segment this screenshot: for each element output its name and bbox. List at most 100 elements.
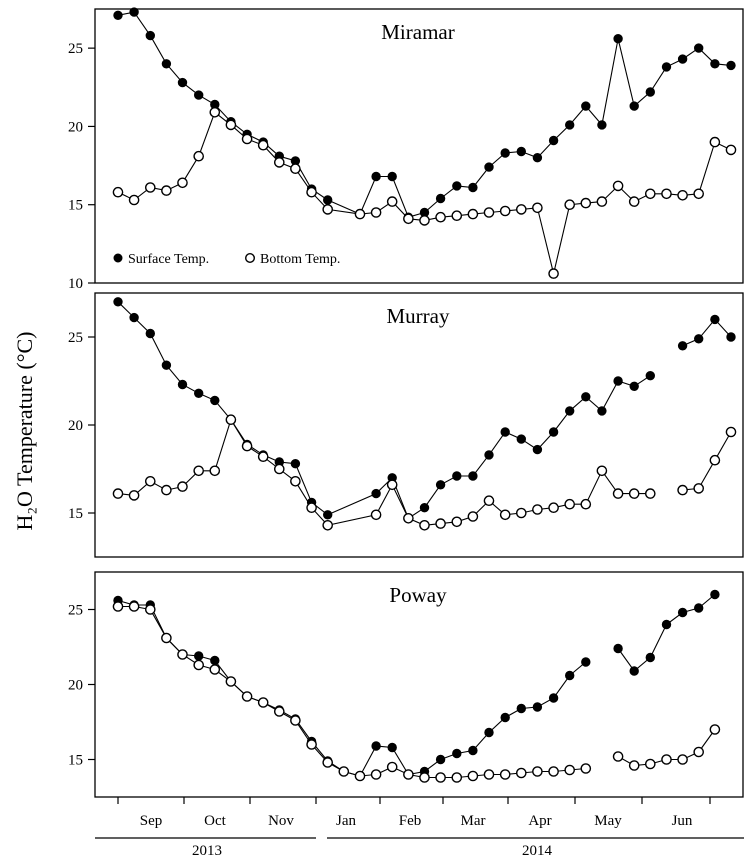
surface-point [435,193,446,204]
bottom-temp-series [112,601,721,783]
bottom-point [290,715,301,726]
bottom-point [645,758,656,770]
surface-point [565,406,575,416]
bottom-point [322,757,334,768]
y-tick-label: 20 [68,418,83,434]
bottom-point [645,488,656,499]
bottom-point [354,770,366,782]
panel-murray: 15 20 25 Murray [68,292,744,558]
surface-point [532,153,543,163]
bottom-temp-series [112,107,737,279]
series-line [117,111,732,274]
surface-point [371,741,381,751]
bottom-point [112,601,124,612]
surface-point [597,406,607,416]
bottom-point [273,706,285,717]
x-tick-label: Oct [204,813,226,829]
bottom-point [386,196,398,207]
x-tick-label: Apr [528,813,551,829]
surface-point [435,754,446,765]
surface-point [629,666,639,676]
surface-point [710,314,720,325]
bottom-point [548,766,559,777]
bottom-point [193,465,204,477]
bottom-point [386,761,398,773]
bottom-point [193,659,204,671]
bottom-point [677,484,688,496]
bottom-point [177,649,188,660]
surface-point [113,297,123,307]
legend: Surface Temp. Bottom Temp. [113,252,340,267]
surface-point [468,745,478,756]
bottom-point [306,739,317,750]
bottom-point [435,772,446,783]
legend-bottom-label: Bottom Temp. [260,252,340,267]
surface-point [694,43,704,53]
bottom-point [661,188,672,200]
surface-point [629,101,639,111]
bottom-point [580,498,592,510]
bottom-point [499,509,511,521]
surface-point [516,703,526,714]
bottom-point [532,202,543,214]
surface-temp-series [113,7,736,222]
bottom-point [128,490,140,501]
bottom-point [693,483,705,494]
surface-point [677,54,688,64]
surface-point [548,427,559,437]
bottom-point [645,188,656,200]
series-line [117,599,587,777]
year-label: 2014 [522,843,553,857]
bottom-point [451,772,463,783]
surface-point [532,444,543,455]
surface-point [484,727,494,738]
surface-point [452,748,462,759]
bottom-point [161,484,172,496]
surface-point [565,670,575,681]
surface-point [677,607,688,618]
bottom-point [403,513,414,524]
surface-point [581,657,591,667]
y-tick-label: 10 [68,276,83,292]
bottom-point [225,119,237,131]
surface-point [145,30,156,41]
surface-point [516,146,526,157]
surface-point [581,101,591,111]
bottom-point [612,488,624,499]
bottom-point [370,207,382,218]
y-tick-label: 15 [68,753,83,769]
series-line [682,431,732,491]
surface-point [145,328,156,339]
bottom-point [257,451,269,463]
panel-title: Poway [389,583,447,607]
x-tick-label: Jan [336,813,356,829]
surface-point [645,652,655,663]
bottom-point [354,208,366,220]
bottom-point [725,426,737,438]
y-tick-label: 25 [68,603,83,619]
bottom-point [273,463,285,475]
x-tick-label: Jun [672,813,693,829]
bottom-point [467,208,479,220]
surface-point [726,60,736,71]
bottom-point [241,691,253,702]
surface-point [581,392,591,402]
bottom-point [225,676,237,687]
surface-point [323,510,333,520]
bottom-point [322,520,334,531]
y-tick-label: 15 [68,198,83,214]
series-line [118,605,586,779]
bottom-point [451,210,463,221]
bottom-point [419,772,430,783]
bottom-point [677,754,688,765]
bottom-point [419,215,430,226]
y-tick-label: 25 [68,330,83,346]
surface-point [726,332,736,342]
bottom-point [338,766,350,777]
bottom-point [499,205,511,217]
surface-point [500,148,510,158]
bottom-point [128,194,140,206]
bottom-point [628,488,640,499]
surface-point [194,90,204,100]
bottom-point [483,207,495,218]
